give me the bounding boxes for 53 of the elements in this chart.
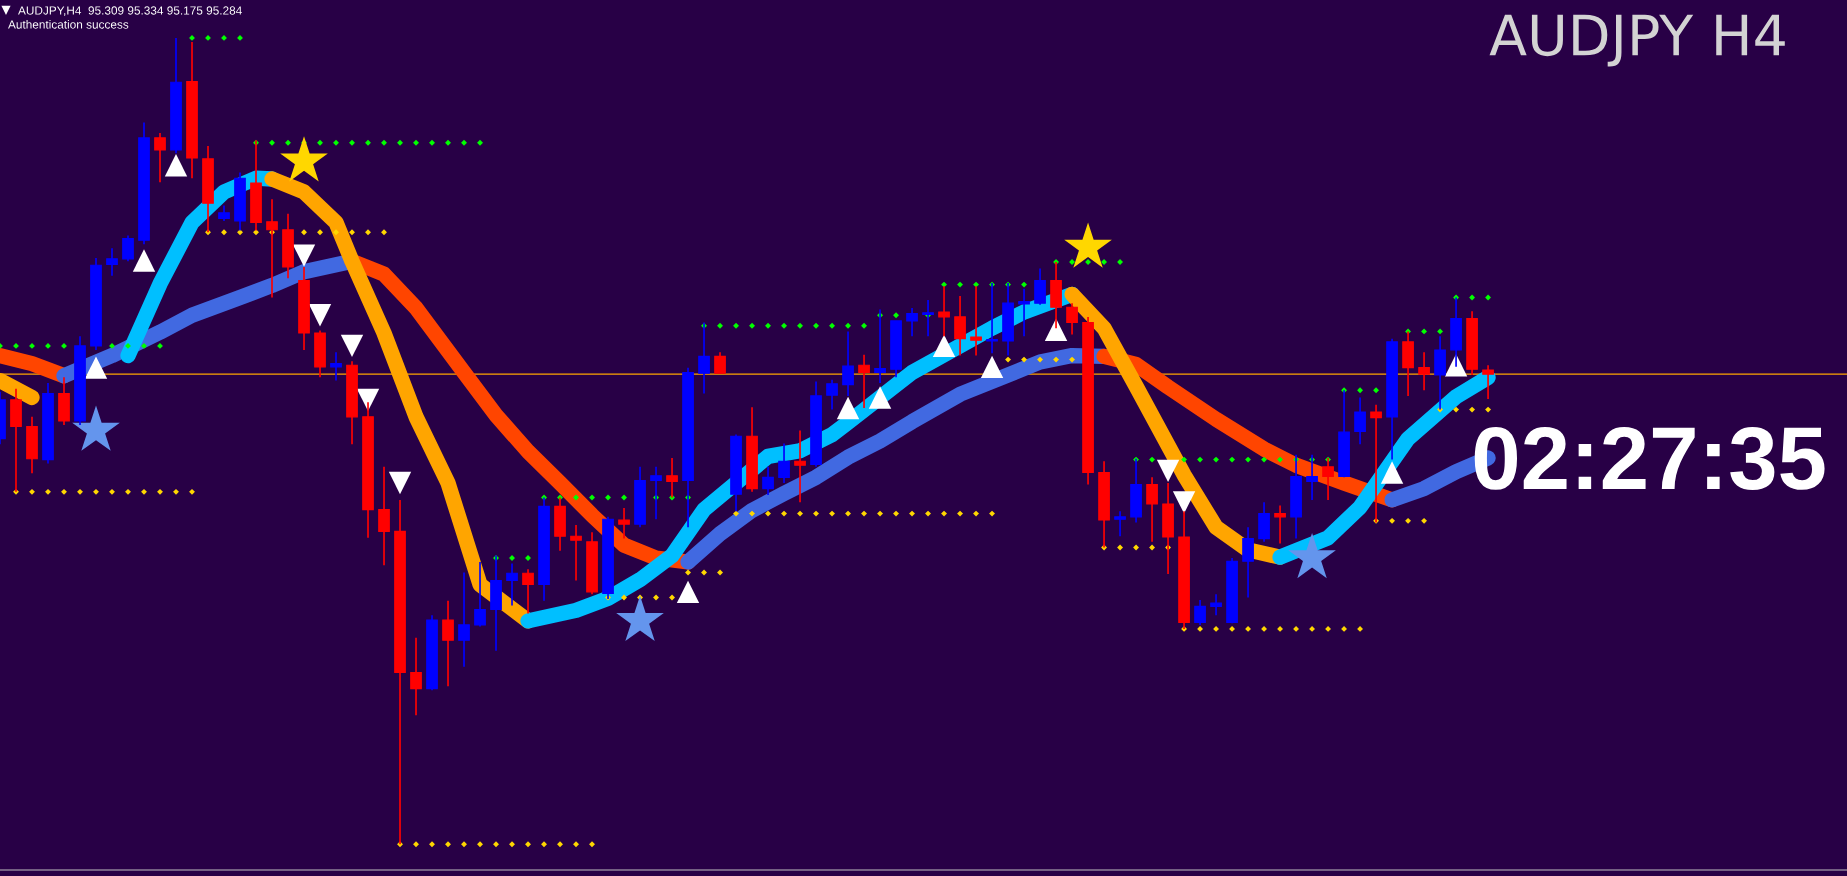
candlestick xyxy=(1354,396,1366,446)
point xyxy=(164,154,188,177)
candlestick xyxy=(1242,526,1254,599)
candlestick xyxy=(1114,510,1126,538)
point xyxy=(308,304,332,327)
candlestick xyxy=(762,466,774,496)
candlestick xyxy=(154,132,166,184)
point xyxy=(836,396,860,420)
candlestick xyxy=(1210,593,1222,617)
candlestick xyxy=(1034,267,1046,306)
candlestick xyxy=(1274,504,1286,545)
candlestick xyxy=(778,442,790,484)
candlestick xyxy=(1482,364,1494,400)
point xyxy=(132,249,156,272)
point xyxy=(1380,461,1404,484)
point xyxy=(1172,491,1196,514)
point xyxy=(340,334,364,358)
point xyxy=(868,386,892,409)
text: Authentication success xyxy=(8,20,129,29)
point xyxy=(388,471,412,495)
candlestick xyxy=(1194,599,1206,626)
candlestick xyxy=(794,429,806,504)
candlestick xyxy=(410,636,422,717)
candlestick xyxy=(522,568,534,615)
candlestick xyxy=(1418,351,1430,392)
candlestick xyxy=(106,247,118,277)
candlestick xyxy=(906,307,918,338)
annotation: 02:27:35 xyxy=(1474,426,1825,490)
candlestick xyxy=(122,234,134,263)
candlestick xyxy=(1146,476,1158,543)
candlestick xyxy=(1018,287,1030,338)
candlestick xyxy=(954,295,966,357)
candlestick xyxy=(570,524,582,582)
point xyxy=(84,356,108,379)
candlestick xyxy=(378,466,390,567)
point xyxy=(932,334,956,358)
point xyxy=(292,244,316,267)
text: AUDJPY,H4 95.309 95.334 95.175 95.284 xyxy=(18,6,242,17)
candlestick xyxy=(458,571,470,668)
point xyxy=(980,355,1004,379)
candlestick xyxy=(442,599,454,687)
point xyxy=(676,580,700,604)
point xyxy=(1156,459,1180,483)
candlestick xyxy=(506,562,518,607)
candlestick xyxy=(826,378,838,411)
candlestick xyxy=(330,351,342,382)
candlestick xyxy=(842,330,854,397)
candlestick xyxy=(618,507,630,540)
candlestick xyxy=(714,351,726,375)
candlestick xyxy=(1066,302,1078,336)
candlestick xyxy=(858,353,870,409)
text: AUDJPY H4 xyxy=(1489,14,1785,67)
candlestick xyxy=(474,561,486,628)
